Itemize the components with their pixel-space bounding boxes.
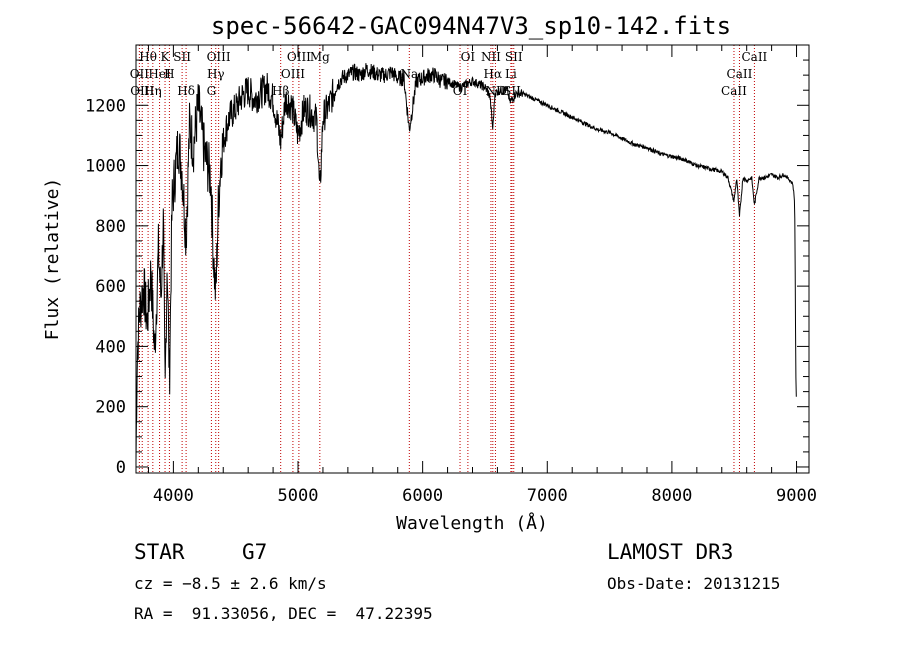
survey-name: LAMOST DR3 xyxy=(607,540,734,564)
y-axis-label: Flux (relative) xyxy=(42,178,63,341)
line-id-label: Mg xyxy=(310,50,330,64)
line-id-label: HeI xyxy=(148,67,171,81)
line-id-label: SII xyxy=(173,50,191,64)
line-id-label: OIII xyxy=(207,50,231,64)
chart-title: spec-56642-GAC094N47V3_sp10-142.fits xyxy=(211,12,731,40)
x-tick-label: 7000 xyxy=(527,486,568,506)
object-subclass: G7 xyxy=(242,540,268,564)
redshift-text: cz = −8.5 ± 2.6 km/s xyxy=(134,574,327,593)
line-id-label: H xyxy=(164,67,174,81)
y-tick-label: 1200 xyxy=(85,96,126,116)
line-id-label: Hα xyxy=(484,67,503,81)
line-id-label: K xyxy=(161,50,171,64)
plot-frame xyxy=(135,44,810,474)
plot-area: 4000 5000 6000 7000 8000 9000 0 200 400 600 800 10… xyxy=(85,44,817,506)
line-id-label: G xyxy=(207,84,217,98)
line-id-label: OIII xyxy=(130,84,154,98)
observation-date: Obs-Date: 20131215 xyxy=(607,574,781,593)
line-id-label: Li xyxy=(505,67,517,81)
line-id-label: Hη xyxy=(144,84,162,98)
y-tick-label: 400 xyxy=(95,337,126,357)
y-axis-ticks: 0 200 400 600 800 1000 1200 xyxy=(85,59,809,478)
y-tick-label: 600 xyxy=(95,277,126,297)
line-id-label: OI xyxy=(461,50,476,64)
line-id-label: OIII xyxy=(287,50,311,64)
line-id-label: SII xyxy=(505,50,523,64)
y-tick-label: 800 xyxy=(95,217,126,237)
line-id-label: OIII xyxy=(281,67,305,81)
x-tick-label: 9000 xyxy=(776,486,817,506)
y-tick-label: 1000 xyxy=(85,157,126,177)
x-axis-ticks: 4000 5000 6000 7000 8000 9000 xyxy=(147,45,817,506)
x-tick-label: 8000 xyxy=(651,486,692,506)
object-class: STAR xyxy=(134,540,185,564)
line-id-label: Hδ xyxy=(177,84,195,98)
line-id-label: CaII xyxy=(727,67,753,81)
line-id-label: Hθ xyxy=(139,50,157,64)
line-id-label: NII xyxy=(485,84,505,98)
line-id-label: OII xyxy=(130,67,150,81)
coordinates-text: RA = 91.33056, DEC = 47.22395 xyxy=(134,604,433,623)
y-tick-label: 200 xyxy=(95,398,126,418)
y-tick-label: 0 xyxy=(116,458,126,478)
x-tick-label: 5000 xyxy=(278,486,319,506)
x-tick-label: 6000 xyxy=(402,486,443,506)
line-id-label: NII xyxy=(481,50,501,64)
line-id-labels: Hθ OII OIII K HeI Hη SII HHδ OIII Hγ G OIII OIII Hβ Mg… xyxy=(130,50,768,98)
line-id-label: CaII xyxy=(721,84,747,98)
line-id-label: Hβ xyxy=(272,84,289,98)
line-id-label: SII xyxy=(503,84,521,98)
line-id-label: Na xyxy=(400,67,418,81)
x-axis-label: Wavelength (Å) xyxy=(396,512,548,534)
line-id-label: CaII xyxy=(741,50,767,64)
x-tick-label: 4000 xyxy=(153,486,194,506)
line-id-label: Hγ xyxy=(207,67,225,81)
spectrum-line xyxy=(135,63,797,462)
line-id-label: OI xyxy=(453,84,468,98)
line-id-markers xyxy=(138,45,755,473)
